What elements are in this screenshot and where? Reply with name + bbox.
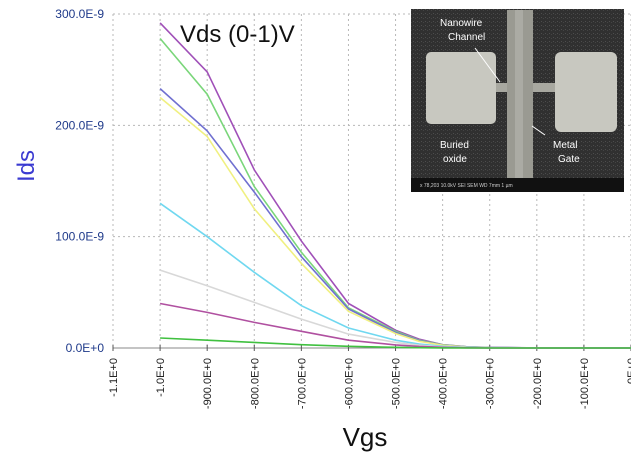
- x-tick-label-7: -400.0E+0: [438, 358, 450, 409]
- x-tick-label-3: -800.0E+0: [249, 358, 261, 409]
- y-tick-label-3: 300.0E-9: [55, 7, 104, 21]
- x-tick-label-8: -300.0E+0: [485, 358, 497, 409]
- x-axis-label: Vgs: [343, 422, 388, 452]
- x-tick-label-0: -1.1E+0: [108, 358, 120, 397]
- x-tick-label-10: -100.0E+0: [579, 358, 591, 409]
- x-tick-label-9: -200.0E+0: [532, 358, 544, 409]
- series-line-7: [160, 337, 631, 349]
- sem-scale-bar: x 78,203 10.0kV SEI SEM WD 7mm 1 µm: [420, 183, 513, 189]
- x-tick-label-5: -600.0E+0: [343, 358, 355, 409]
- metal-gate-label-2: Gate: [558, 154, 580, 165]
- nanowire-channel-label-1: Nanowire: [440, 18, 483, 29]
- buried-oxide-label-1: Buried: [440, 140, 469, 151]
- vds-annotation: Vds (0-1)V: [180, 21, 295, 48]
- x-tick-labels: -1.1E+0 -1.0E+0 -900.0E+0 -800.0E+0 -700.0E+…: [108, 358, 631, 409]
- x-tick-label-2: -900.0E+0: [202, 358, 214, 409]
- y-tick-label-2: 200.0E-9: [55, 118, 104, 132]
- data-series: [159, 22, 631, 349]
- y-axis-label: Ids: [13, 150, 40, 182]
- y-tick-label-1: 100.0E-9: [55, 230, 104, 244]
- sem-inset-image: x 78,203 10.0kV SEI SEM WD 7mm 1 µm Nano…: [411, 9, 624, 192]
- x-tick-label-6: -500.0E+0: [391, 358, 403, 409]
- nanowire-channel-label-2: Channel: [448, 32, 485, 43]
- y-tick-label-0: 0.0E+0: [66, 341, 105, 355]
- x-tick-label-1: -1.0E+0: [155, 358, 167, 397]
- x-tick-label-4: -700.0E+0: [296, 358, 308, 409]
- metal-gate-label-1: Metal: [553, 140, 577, 151]
- y-tick-labels: 0.0E+0 100.0E-9 200.0E-9 300.0E-9: [55, 7, 104, 355]
- x-tick-label-11: 0E+0: [626, 358, 631, 384]
- buried-oxide-label-2: oxide: [443, 154, 467, 165]
